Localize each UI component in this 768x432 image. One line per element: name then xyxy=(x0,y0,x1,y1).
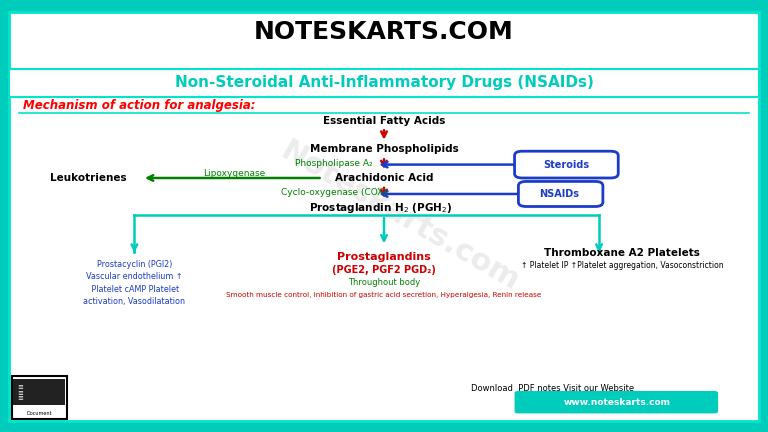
Text: Non-Steroidal Anti-Inflammatory Drugs (NSAIDs): Non-Steroidal Anti-Inflammatory Drugs (N… xyxy=(174,76,594,90)
Text: PDF: PDF xyxy=(17,408,31,413)
Text: Prostacyclin (PGI2)
Vascular endothelium ↑
 Platelet cAMP Platelet
activation, V: Prostacyclin (PGI2) Vascular endothelium… xyxy=(84,260,185,306)
Text: Steroids: Steroids xyxy=(544,159,590,170)
Text: Phospholipase A₂: Phospholipase A₂ xyxy=(295,159,373,168)
Text: Leukotrienes: Leukotrienes xyxy=(50,173,127,183)
Text: Prostaglandins: Prostaglandins xyxy=(337,252,431,262)
Text: (PGE2, PGF2 PGD₂): (PGE2, PGF2 PGD₂) xyxy=(332,265,436,275)
Text: Essential Fatty Acids: Essential Fatty Acids xyxy=(323,116,445,126)
FancyBboxPatch shape xyxy=(9,12,759,421)
Text: Thromboxane A2 Platelets: Thromboxane A2 Platelets xyxy=(545,248,700,258)
FancyBboxPatch shape xyxy=(13,379,65,405)
FancyBboxPatch shape xyxy=(9,69,759,97)
Text: Download  PDF notes Visit our Website: Download PDF notes Visit our Website xyxy=(472,384,634,393)
Text: Prostaglandin H$_2$ (PGH$_2$): Prostaglandin H$_2$ (PGH$_2$) xyxy=(309,201,452,215)
Text: Cyclo-oxygenase (COX): Cyclo-oxygenase (COX) xyxy=(281,188,387,197)
Text: www.noteskarts.com: www.noteskarts.com xyxy=(563,398,670,407)
Text: Document: Document xyxy=(26,410,52,416)
Text: Noteskarts.com: Noteskarts.com xyxy=(275,136,524,296)
FancyBboxPatch shape xyxy=(518,181,603,206)
Text: Smooth muscle control, Inhibition of gastric acid secretion, Hyperalgesia, Renin: Smooth muscle control, Inhibition of gas… xyxy=(227,292,541,298)
Text: NSAIDs: NSAIDs xyxy=(539,189,579,199)
FancyBboxPatch shape xyxy=(12,376,67,419)
Text: Arachidonic Acid: Arachidonic Acid xyxy=(335,173,433,183)
Text: ≡
≡
≡: ≡ ≡ ≡ xyxy=(17,384,23,401)
FancyBboxPatch shape xyxy=(9,12,759,69)
FancyBboxPatch shape xyxy=(515,151,618,178)
Text: Lipoxygenase: Lipoxygenase xyxy=(203,169,266,178)
Text: Throughout body: Throughout body xyxy=(348,279,420,287)
Text: Mechanism of action for analgesia:: Mechanism of action for analgesia: xyxy=(23,99,256,112)
Text: Membrane Phospholipids: Membrane Phospholipids xyxy=(310,144,458,154)
FancyBboxPatch shape xyxy=(515,391,718,413)
Text: ↑ Platelet IP ↑Platelet aggregation, Vasoconstriction: ↑ Platelet IP ↑Platelet aggregation, Vas… xyxy=(521,261,723,270)
Text: NOTESKARTS.COM: NOTESKARTS.COM xyxy=(254,20,514,44)
